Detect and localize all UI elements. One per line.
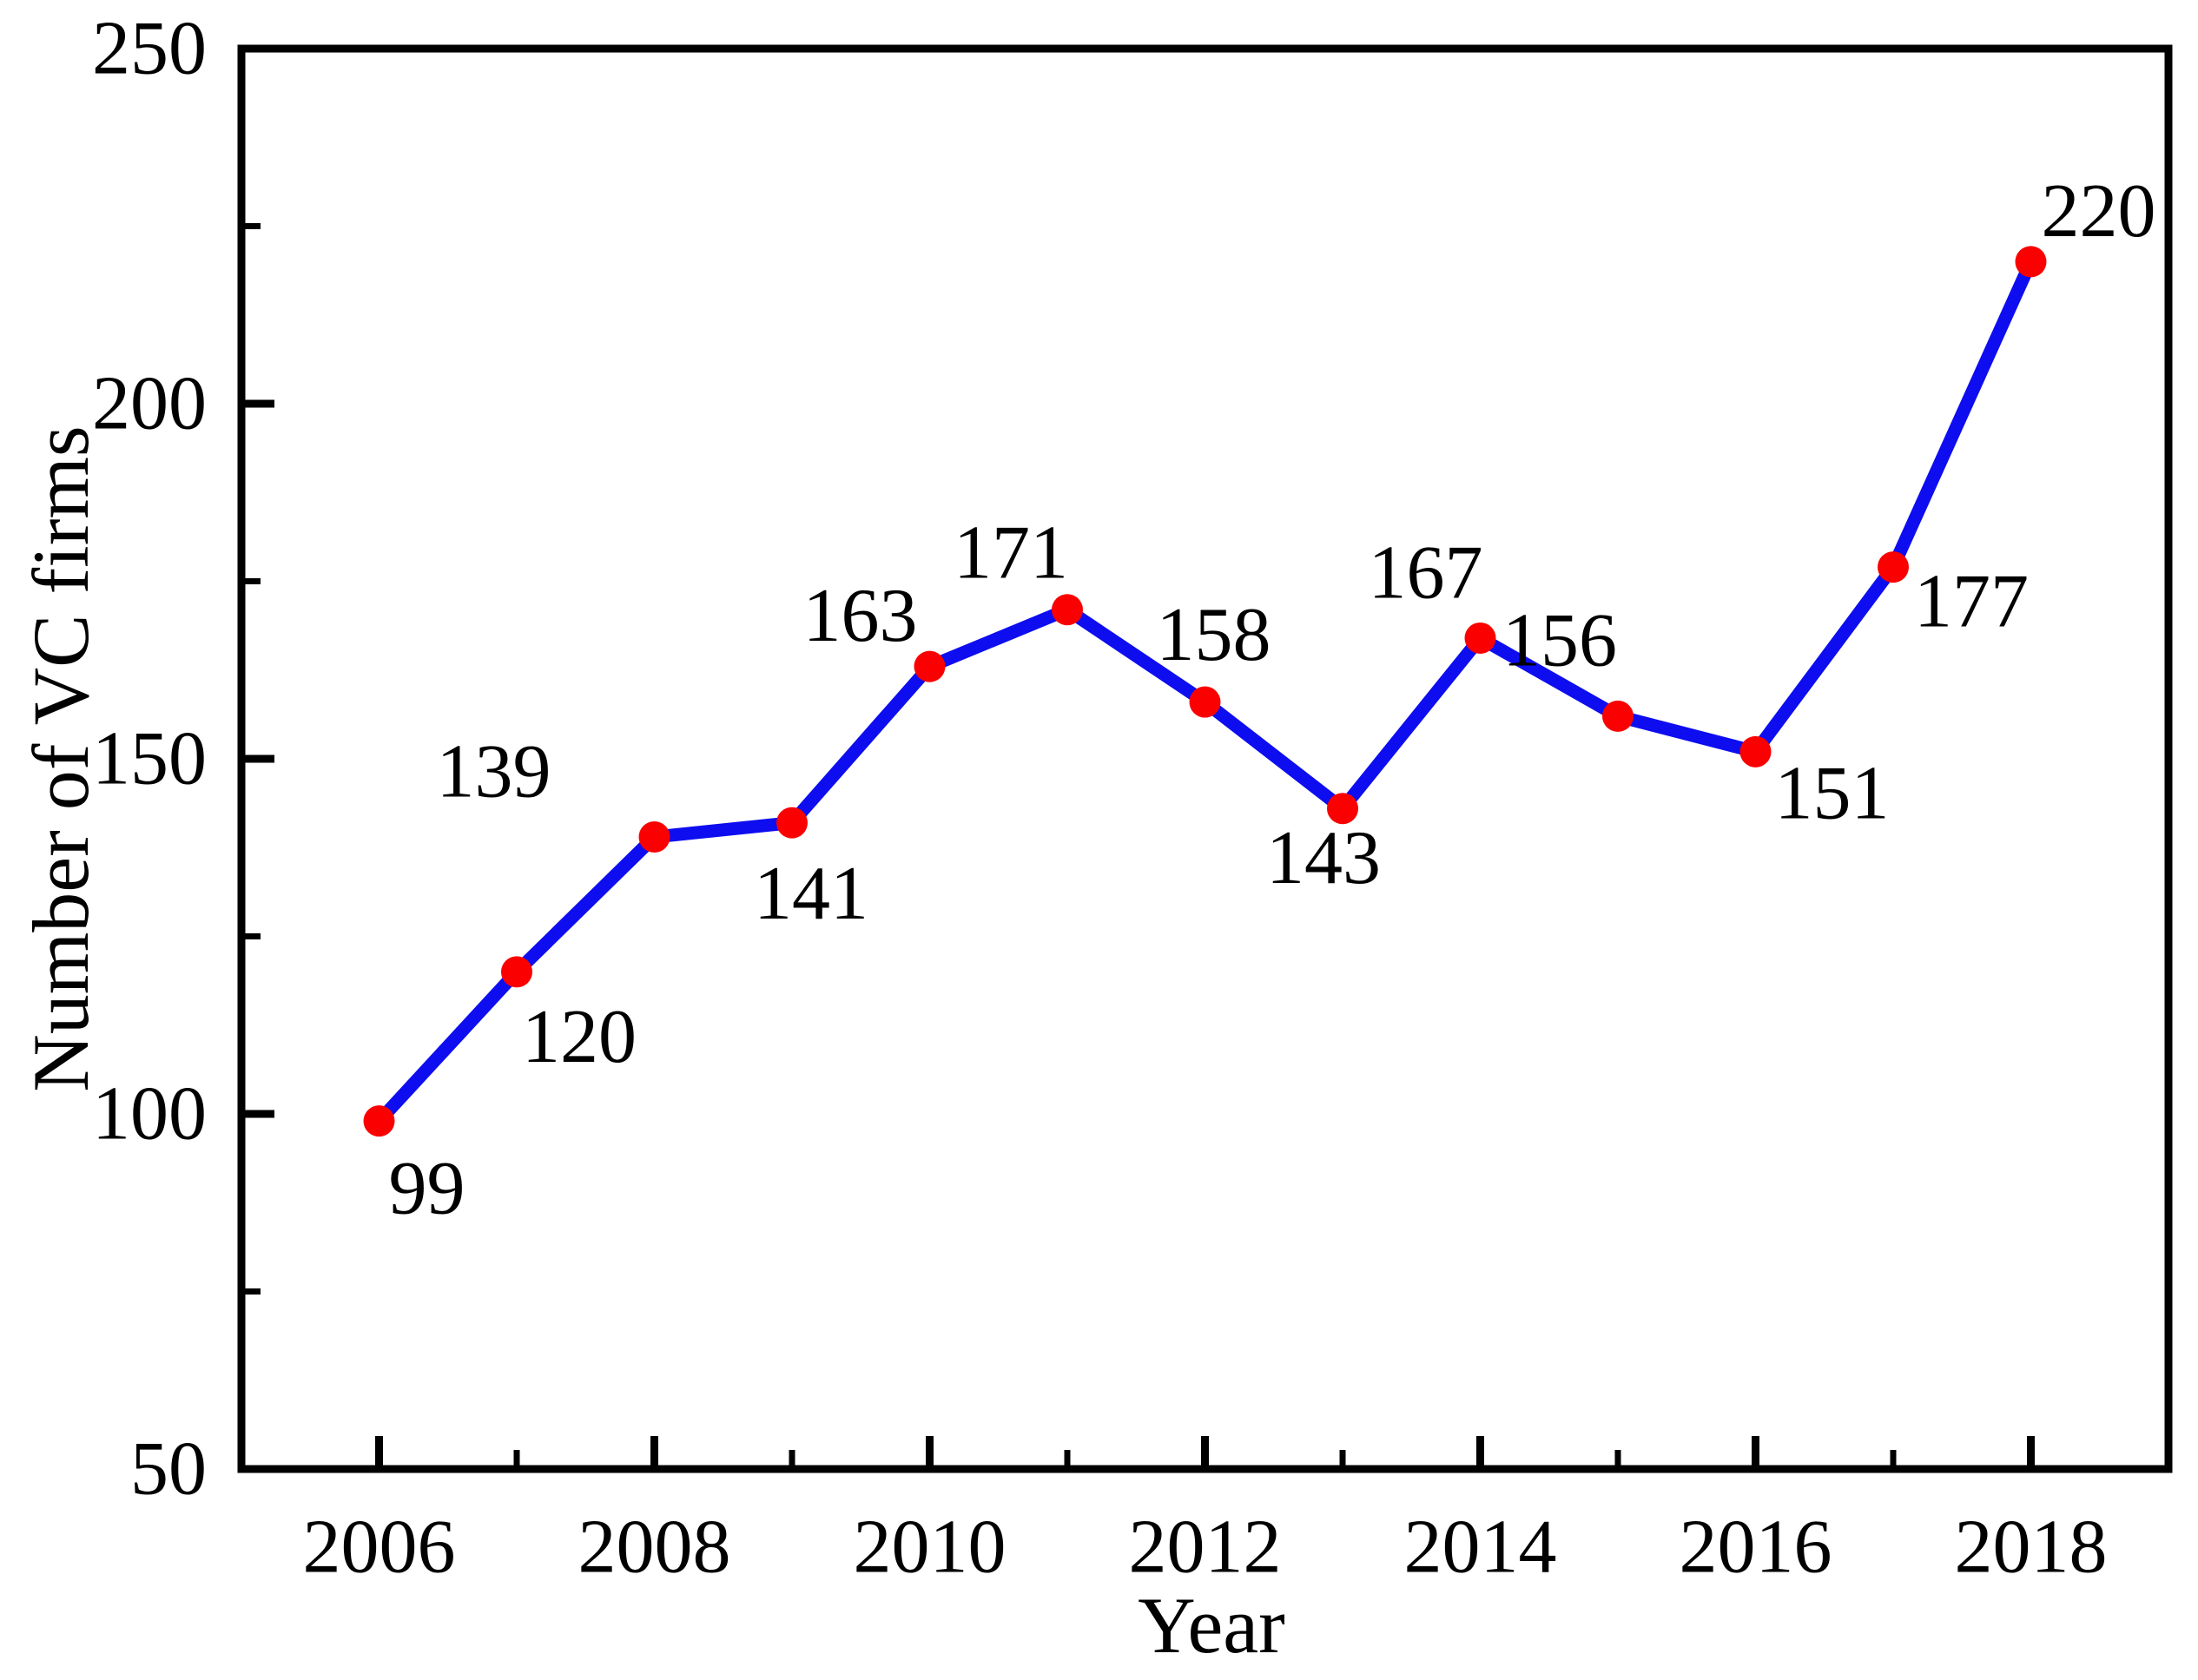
x-tick-label: 2008	[578, 1505, 731, 1590]
data-point-label: 167	[1369, 530, 1483, 615]
data-point-label: 177	[1914, 560, 2029, 644]
y-tick-label: 250	[92, 7, 207, 91]
data-point-label: 151	[1775, 751, 1890, 835]
y-tick-label: 200	[92, 362, 207, 446]
data-point-marker	[776, 807, 808, 839]
data-point-label: 220	[2042, 169, 2156, 254]
data-point-label: 139	[437, 729, 551, 814]
data-point-marker	[363, 1105, 395, 1137]
y-axis-title: Number of VC firms	[17, 425, 105, 1091]
axes-layer: 50 100 150 200 250 2006 2008 2010 2012 2014 2016 20…	[92, 7, 2173, 1590]
data-point-marker	[1464, 622, 1496, 654]
data-point-label: 156	[1502, 598, 1617, 682]
data-point-label: 143	[1266, 816, 1381, 900]
data-point-label: 120	[522, 995, 637, 1079]
x-tick-label: 2006	[303, 1505, 456, 1590]
data-point-marker	[2015, 246, 2047, 278]
x-tick-label: 2016	[1680, 1505, 1832, 1590]
x-tick-label: 2018	[1955, 1505, 2108, 1590]
data-point-marker	[638, 820, 670, 853]
data-point-marker	[1878, 551, 1909, 583]
data-point-marker	[501, 956, 532, 988]
data-point-label: 163	[803, 574, 918, 658]
x-tick-label: 2014	[1404, 1505, 1557, 1590]
x-tick-label: 2012	[1129, 1505, 1282, 1590]
data-point-marker	[1189, 686, 1221, 718]
data-point-marker	[1602, 700, 1634, 732]
y-tick-label: 50	[130, 1427, 207, 1512]
y-tick-label: 150	[92, 717, 207, 801]
data-point-marker	[914, 650, 946, 682]
data-point-marker	[1052, 594, 1083, 626]
data-point-marker	[1327, 793, 1358, 825]
data-point-label: 171	[954, 511, 1068, 596]
x-axis-title: Year	[1138, 1581, 1285, 1670]
data-point-label: 141	[754, 852, 868, 936]
y-tick-label: 100	[92, 1072, 207, 1156]
data-point-label: 158	[1157, 593, 1271, 677]
data-point-label: 99	[389, 1147, 465, 1231]
x-tick-label: 2010	[854, 1505, 1007, 1590]
data-point-marker	[1739, 735, 1772, 768]
